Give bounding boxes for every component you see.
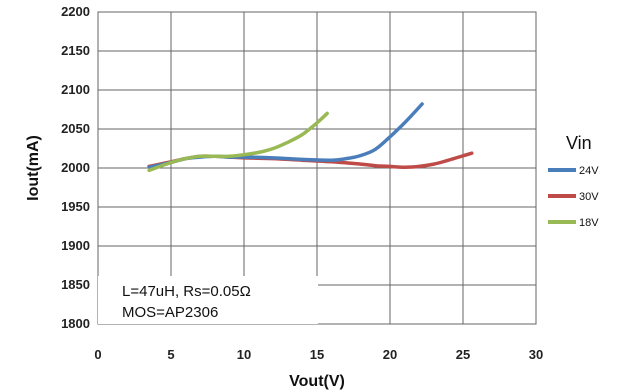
y-tick-label: 2000 [61,160,90,175]
x-tick-label: 5 [167,347,174,362]
legend-items: 24V 30V 18V [548,165,599,229]
x-tick-label: 20 [383,347,397,362]
legend-title: Vin [566,133,592,153]
annotation-box: L=47uH, Rs=0.05Ω MOS=AP2306 [98,276,318,324]
y-tick-label: 1900 [61,238,90,253]
annotation-background [98,276,318,324]
y-tick-label: 2150 [61,43,90,58]
series-line-18V [147,111,329,173]
x-tick-label: 25 [456,347,470,362]
legend-label-18V: 18V [579,217,599,229]
y-axis-title: Iout(mA) [25,135,42,201]
y-tick-label: 2200 [61,4,90,19]
x-tick-label: 30 [529,347,543,362]
legend: Vin 24V 30V 18V [548,133,599,229]
annotation-line-1: L=47uH, Rs=0.05Ω [122,283,251,300]
y-tick-label: 2050 [61,121,90,136]
x-tick-label: 0 [94,347,101,362]
y-tick-label: 1800 [61,316,90,331]
x-axis-title: Vout(V) [289,373,345,390]
y-tick-label: 1850 [61,277,90,292]
y-tick-label: 2100 [61,82,90,97]
x-tick-labels: 0 5 10 15 20 25 30 [94,347,543,362]
series-lines [147,102,474,173]
legend-label-24V: 24V [579,165,599,177]
x-tick-label: 10 [237,347,251,362]
y-tick-label: 1950 [61,199,90,214]
annotation-line-2: MOS=AP2306 [122,304,218,321]
legend-label-30V: 30V [579,191,599,203]
y-tick-labels: 1800 1850 1900 1950 2000 2050 2100 2150 2200 [61,4,90,331]
x-tick-label: 15 [310,347,324,362]
